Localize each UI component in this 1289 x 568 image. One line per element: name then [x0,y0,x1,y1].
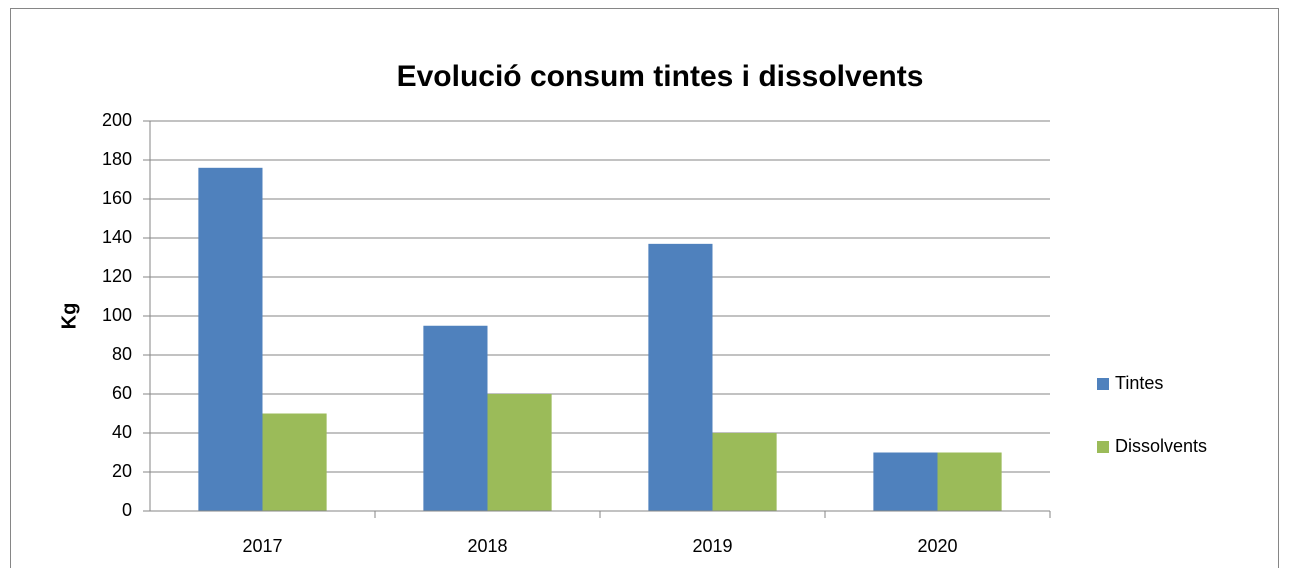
y-axis-label: Kg [58,303,80,330]
y-tick-label: 20 [112,461,132,481]
y-tick-label: 180 [102,149,132,169]
bar [423,325,488,511]
x-tick-label: 2018 [467,536,507,556]
bar [262,413,327,511]
bar [487,394,552,511]
y-tick-label: 100 [102,305,132,325]
bar [937,452,1002,511]
bar [873,452,938,511]
legend-swatch [1097,378,1109,390]
legend-label: Tintes [1115,373,1163,393]
y-tick-label: 140 [102,227,132,247]
bar [712,433,777,511]
x-tick-label: 2019 [692,536,732,556]
y-tick-label: 200 [102,110,132,130]
legend-label: Dissolvents [1115,436,1207,456]
y-tick-label: 80 [112,344,132,364]
legend-swatch [1097,441,1109,453]
y-tick-label: 60 [112,383,132,403]
chart-title: Evolució consum tintes i dissolvents [397,60,924,93]
bar [198,167,263,512]
x-tick-label: 2017 [242,536,282,556]
y-tick-label: 160 [102,188,132,208]
y-tick-label: 0 [122,500,132,520]
x-tick-label: 2020 [917,536,957,556]
y-tick-label: 40 [112,422,132,442]
bar [648,243,713,511]
y-tick-label: 120 [102,266,132,286]
